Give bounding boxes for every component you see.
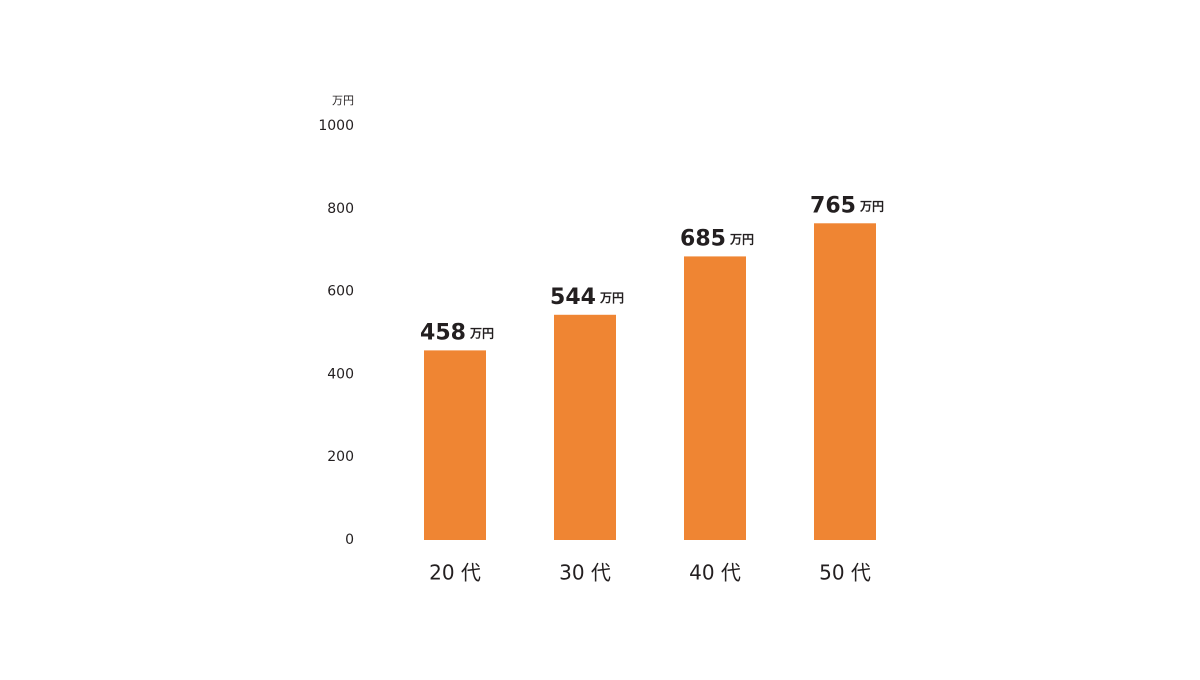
y-tick-label: 800 (327, 201, 354, 217)
bar (554, 314, 616, 540)
bar (814, 223, 876, 541)
bar (424, 350, 486, 540)
y-tick-label: 200 (327, 449, 354, 465)
x-tick-label: 20 代 (429, 561, 481, 585)
value-label: 685 万円 (680, 226, 754, 251)
value-label: 544 万円 (550, 285, 624, 310)
value-label: 458 万円 (420, 320, 494, 345)
bar (684, 256, 746, 540)
y-tick-label: 0 (345, 532, 354, 548)
value-label: 765 万円 (810, 193, 884, 218)
x-tick-label: 40 代 (689, 561, 741, 585)
x-tick-label: 50 代 (819, 561, 871, 585)
x-tick-label: 30 代 (559, 561, 611, 585)
y-tick-label: 1000 (318, 118, 354, 134)
y-tick-label: 600 (327, 284, 354, 300)
y-tick-label: 400 (327, 366, 354, 382)
y-axis-label: 万円 (332, 94, 354, 107)
